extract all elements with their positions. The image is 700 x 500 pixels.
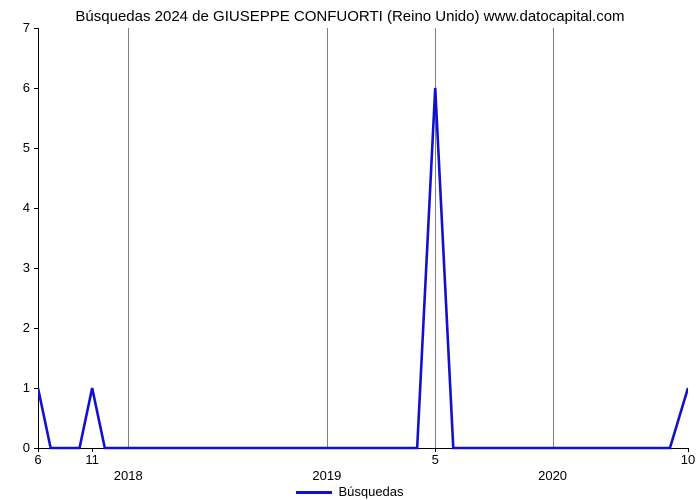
x-year-label: 2018 [103, 468, 153, 483]
x-year-label: 2020 [528, 468, 578, 483]
chart-container: Búsquedas 2024 de GIUSEPPE CONFUORTI (Re… [0, 0, 700, 500]
y-tick-label: 4 [10, 200, 30, 215]
chart-title: Búsquedas 2024 de GIUSEPPE CONFUORTI (Re… [0, 8, 700, 25]
x-tick-label: 11 [77, 452, 107, 467]
x-year-label: 2019 [302, 468, 352, 483]
x-tick-label: 6 [23, 452, 53, 467]
legend-label: Búsquedas [338, 484, 403, 499]
y-tick-label: 3 [10, 260, 30, 275]
y-tick-label: 2 [10, 320, 30, 335]
x-tick-label: 5 [420, 452, 450, 467]
line-series [38, 28, 688, 450]
plot-area [38, 28, 688, 448]
legend-line-icon [296, 491, 332, 494]
y-tick-label: 6 [10, 80, 30, 95]
y-tick-label: 1 [10, 380, 30, 395]
x-tick-label: 10 [673, 452, 700, 467]
y-tick-label: 5 [10, 140, 30, 155]
legend: Búsquedas [0, 484, 700, 499]
y-tick-label: 7 [10, 20, 30, 35]
